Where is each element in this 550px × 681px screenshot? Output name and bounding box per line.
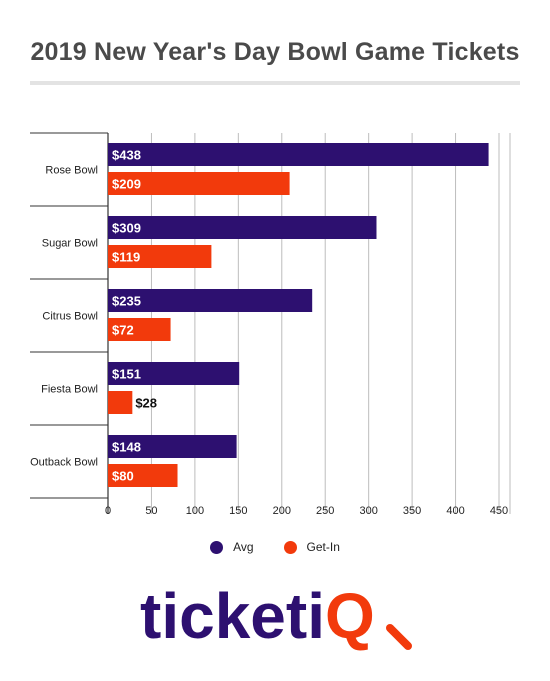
legend-swatch-avg	[210, 540, 224, 554]
x-tick-label: 50	[145, 505, 157, 517]
category-label: Fiesta Bowl	[41, 384, 98, 396]
category-label: Sugar Bowl	[42, 238, 98, 250]
bar	[108, 435, 237, 458]
ticketiq-logo: ticketiQ	[140, 580, 412, 652]
x-tick-label: 250	[316, 505, 334, 517]
x-tick-label: 0	[105, 505, 111, 517]
data-label: $309	[112, 221, 141, 236]
x-tick-label: 350	[403, 505, 421, 517]
data-label: $438	[112, 148, 141, 163]
title-divider	[30, 81, 520, 85]
category-label: Outback Bowl	[30, 457, 98, 469]
data-label: $72	[112, 323, 134, 338]
bar	[108, 216, 377, 239]
bar	[108, 362, 240, 385]
category-label: Citrus Bowl	[42, 311, 98, 323]
bar	[108, 143, 489, 166]
data-label: $80	[112, 469, 134, 484]
logo-wordmark-q: Q	[325, 580, 375, 652]
legend-label-getin: Get-In	[306, 540, 340, 554]
x-tick-label: 150	[229, 505, 247, 517]
bar	[108, 318, 171, 341]
x-tick-label: 400	[446, 505, 464, 517]
chart-title: 2019 New Year's Day Bowl Game Tickets	[30, 38, 520, 66]
bar	[108, 464, 178, 487]
category-label: Rose Bowl	[45, 165, 98, 177]
logo-wordmark-main: ticketi	[140, 580, 325, 652]
legend-item-getin: Get-In	[283, 540, 340, 554]
legend-swatch-getin	[283, 540, 297, 554]
data-label: $235	[112, 294, 141, 309]
legend: Avg Get-In	[0, 540, 550, 554]
magnifier-tail-icon	[386, 624, 412, 650]
bar	[108, 172, 290, 195]
bar	[108, 245, 212, 268]
data-label: $148	[112, 440, 141, 455]
data-label: $209	[112, 177, 141, 192]
bar-chart: 0 50 100 150 200 250 300 350 400 450 Rose Bowl $438…	[30, 132, 511, 517]
data-label: $28	[135, 396, 157, 411]
x-tick-label: 300	[359, 505, 377, 517]
legend-label-avg: Avg	[233, 540, 254, 554]
legend-item-avg: Avg	[210, 540, 254, 554]
data-label: $151	[112, 367, 141, 382]
bar	[108, 391, 133, 414]
x-tick-label: 100	[186, 505, 204, 517]
bar	[108, 289, 313, 312]
data-label: $119	[112, 250, 140, 265]
x-tick-label: 200	[273, 505, 291, 517]
logo-wordmark: ticketiQ	[140, 580, 375, 652]
x-tick-label: 450	[490, 505, 508, 517]
